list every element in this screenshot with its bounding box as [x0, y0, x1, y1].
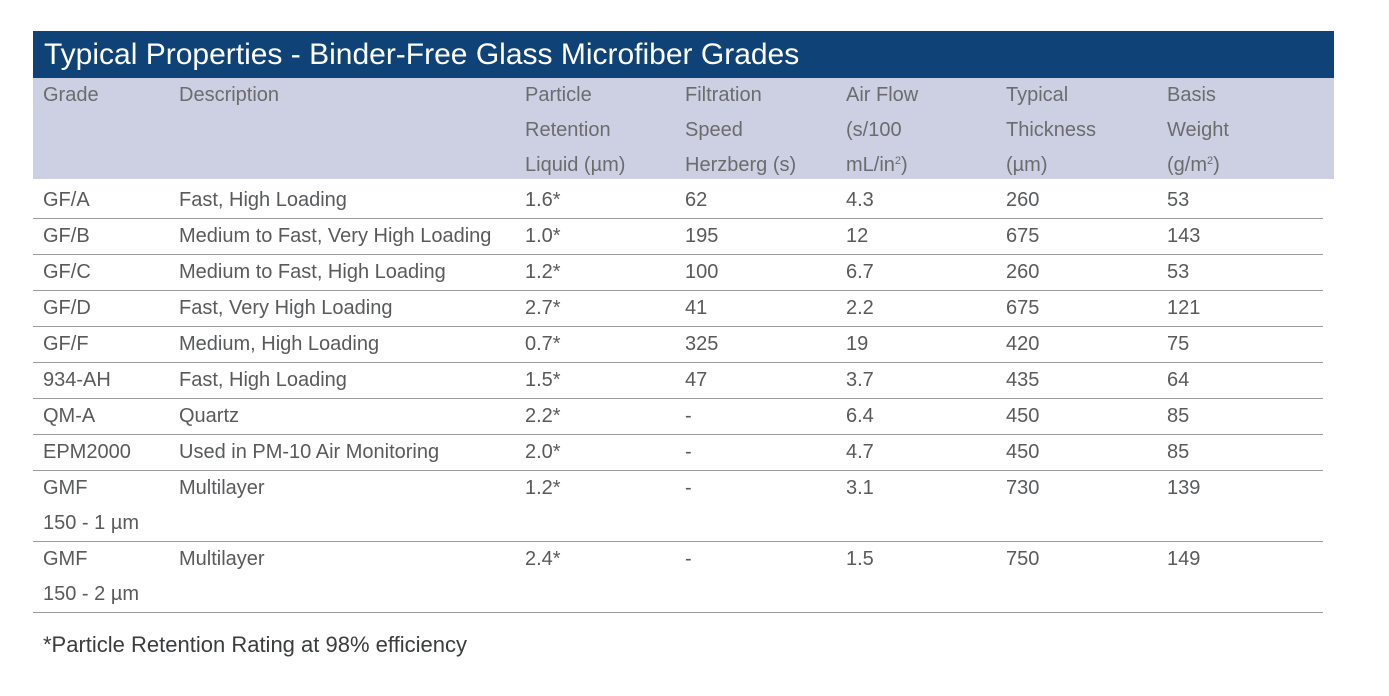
table-row: GF/C Medium to Fast, High Loading 1.2* 1… — [33, 254, 1323, 291]
cell-grade: GF/B — [33, 218, 169, 255]
cell-air-flow: 4.7 — [836, 434, 996, 471]
header-air-flow: Air Flow (s/100 mL/in2) — [846, 84, 919, 176]
table-row: GMF 150 - 1 µm Multilayer 1.2* - 3.1 730 … — [33, 470, 1323, 542]
cell-speed: - — [675, 398, 836, 435]
cell-description: Fast, High Loading — [169, 183, 515, 219]
table-row: GF/A Fast, High Loading 1.6* 62 4.3 260 … — [33, 183, 1323, 219]
footnote: *Particle Retention Rating at 98% effici… — [43, 632, 467, 657]
cell-speed: 47 — [675, 362, 836, 399]
cell-thickness: 450 — [996, 434, 1157, 471]
table-row: GF/B Medium to Fast, Very High Loading 1… — [33, 218, 1323, 255]
cell-retention: 2.0* — [515, 434, 675, 471]
cell-air-flow: 3.7 — [836, 362, 996, 399]
header-band — [33, 78, 1334, 179]
cell-speed: 41 — [675, 290, 836, 327]
cell-thickness: 260 — [996, 183, 1157, 219]
table-row: GF/F Medium, High Loading 0.7* 325 19 42… — [33, 326, 1323, 363]
header-grade: Grade — [43, 84, 99, 106]
cell-air-flow: 19 — [836, 326, 996, 363]
cell-speed: - — [675, 434, 836, 471]
cell-basis-weight: 149 — [1157, 541, 1323, 613]
cell-grade: GMF 150 - 1 µm — [33, 470, 169, 542]
header-description: Description — [179, 84, 280, 106]
cell-speed: - — [675, 541, 836, 613]
header-particle-retention: Particle Retention Liquid (µm) — [525, 84, 626, 176]
cell-retention: 1.2* — [515, 470, 675, 542]
cell-description: Medium to Fast, Very High Loading — [169, 218, 515, 255]
table-title: Typical Properties - Binder-Free Glass M… — [33, 31, 1334, 78]
cell-grade: GF/F — [33, 326, 169, 363]
cell-retention: 2.2* — [515, 398, 675, 435]
table-row: GMF 150 - 2 µm Multilayer 2.4* - 1.5 750 … — [33, 541, 1323, 613]
cell-retention: 2.7* — [515, 290, 675, 327]
table-header-row: Grade Description Particle Retention Liq… — [33, 78, 1323, 183]
cell-description: Quartz — [169, 398, 515, 435]
cell-grade: GF/A — [33, 183, 169, 219]
cell-thickness: 435 — [996, 362, 1157, 399]
table-row: EPM2000 Used in PM-10 Air Monitoring 2.0… — [33, 434, 1323, 471]
cell-thickness: 260 — [996, 254, 1157, 291]
cell-air-flow: 12 — [836, 218, 996, 255]
cell-basis-weight: 53 — [1157, 254, 1323, 291]
cell-basis-weight: 85 — [1157, 434, 1323, 471]
cell-air-flow: 4.3 — [836, 183, 996, 219]
properties-table: Grade Description Particle Retention Liq… — [33, 78, 1323, 613]
table-row: GF/D Fast, Very High Loading 2.7* 41 2.2… — [33, 290, 1323, 327]
cell-thickness: 420 — [996, 326, 1157, 363]
cell-grade: QM-A — [33, 398, 169, 435]
cell-air-flow: 2.2 — [836, 290, 996, 327]
cell-basis-weight: 64 — [1157, 362, 1323, 399]
cell-retention: 0.7* — [515, 326, 675, 363]
cell-basis-weight: 75 — [1157, 326, 1323, 363]
table-row: 934-AH Fast, High Loading 1.5* 47 3.7 43… — [33, 362, 1323, 399]
cell-grade: GMF 150 - 2 µm — [33, 541, 169, 613]
cell-thickness: 750 — [996, 541, 1157, 613]
cell-basis-weight: 139 — [1157, 470, 1323, 542]
cell-speed: 325 — [675, 326, 836, 363]
cell-description: Medium to Fast, High Loading — [169, 254, 515, 291]
cell-retention: 1.0* — [515, 218, 675, 255]
cell-speed: 62 — [675, 183, 836, 219]
cell-retention: 1.5* — [515, 362, 675, 399]
cell-description: Multilayer — [169, 541, 515, 613]
header-thickness: Typical Thickness (µm) — [1006, 84, 1097, 176]
cell-basis-weight: 143 — [1157, 218, 1323, 255]
header-filtration-speed: Filtration Speed Herzberg (s) — [685, 84, 797, 176]
header-basis-weight: Basis Weight (g/m2) — [1167, 84, 1229, 176]
cell-thickness: 730 — [996, 470, 1157, 542]
cell-air-flow: 1.5 — [836, 541, 996, 613]
cell-air-flow: 3.1 — [836, 470, 996, 542]
cell-thickness: 675 — [996, 290, 1157, 327]
cell-description: Fast, High Loading — [169, 362, 515, 399]
cell-grade: EPM2000 — [33, 434, 169, 471]
cell-air-flow: 6.4 — [836, 398, 996, 435]
cell-speed: 100 — [675, 254, 836, 291]
cell-thickness: 450 — [996, 398, 1157, 435]
cell-retention: 1.6* — [515, 183, 675, 219]
cell-grade: GF/D — [33, 290, 169, 327]
cell-basis-weight: 53 — [1157, 183, 1323, 219]
cell-grade: 934-AH — [33, 362, 169, 399]
cell-retention: 2.4* — [515, 541, 675, 613]
cell-description: Multilayer — [169, 470, 515, 542]
cell-description: Fast, Very High Loading — [169, 290, 515, 327]
cell-air-flow: 6.7 — [836, 254, 996, 291]
cell-speed: - — [675, 470, 836, 542]
cell-description: Medium, High Loading — [169, 326, 515, 363]
cell-basis-weight: 121 — [1157, 290, 1323, 327]
cell-speed: 195 — [675, 218, 836, 255]
cell-thickness: 675 — [996, 218, 1157, 255]
cell-grade: GF/C — [33, 254, 169, 291]
table-row: QM-A Quartz 2.2* - 6.4 450 85 — [33, 398, 1323, 435]
cell-retention: 1.2* — [515, 254, 675, 291]
cell-description: Used in PM-10 Air Monitoring — [169, 434, 515, 471]
cell-basis-weight: 85 — [1157, 398, 1323, 435]
